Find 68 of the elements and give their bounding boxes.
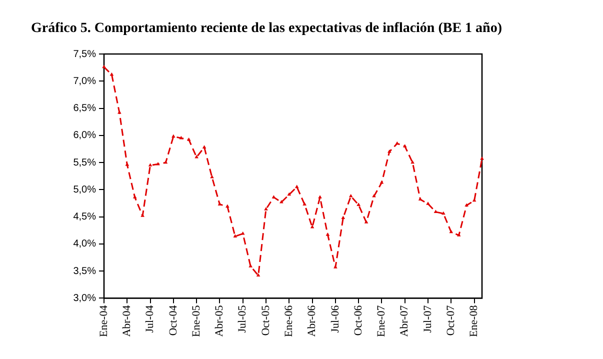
x-tick-label: Abr-07: [398, 304, 411, 337]
x-tick-label: Jul-05: [236, 304, 249, 333]
x-tick-label: Oct-06: [352, 304, 364, 336]
point: [449, 230, 454, 234]
point: [125, 162, 130, 166]
x-tick-label: Ene-07: [376, 304, 388, 337]
y-tick-label: 6,5%: [73, 103, 96, 114]
x-tick-label: Abr-05: [214, 304, 226, 337]
point: [294, 184, 299, 188]
point: [341, 216, 346, 220]
point: [172, 134, 176, 138]
point: [388, 149, 392, 153]
point: [272, 195, 276, 198]
point: [395, 141, 400, 145]
x-tick-label: Ene-08: [468, 304, 480, 337]
x-tick-label: Oct-04: [167, 304, 180, 336]
y-tick-label: 6,0%: [73, 130, 96, 142]
point: [326, 232, 330, 236]
x-tick-label: Ene-04: [98, 304, 110, 337]
point: [356, 202, 360, 206]
y-tick-label: 7,0%: [73, 76, 96, 87]
y-tick-label: 3,0%: [73, 292, 96, 304]
x-tick-label: Jul-06: [329, 304, 342, 333]
x-tick-label: Abr-04: [121, 304, 134, 337]
point: [302, 202, 306, 206]
point: [148, 163, 152, 166]
point: [456, 233, 461, 236]
line-series: [102, 64, 484, 277]
chart-title: Gráfico 5. Comportamiento reciente de las expectativas de inflación (BE 1 año): [31, 21, 502, 37]
x-tick-label: Jul-04: [144, 304, 156, 333]
point: [264, 207, 268, 210]
point: [480, 156, 484, 160]
point: [464, 203, 468, 207]
point: [418, 197, 422, 201]
point: [380, 180, 384, 184]
point: [226, 204, 230, 208]
point: [202, 145, 206, 148]
point: [348, 194, 353, 198]
x-tick-label: Oct-05: [260, 304, 272, 336]
x-tick-label: Oct-07: [445, 304, 458, 336]
point: [372, 194, 376, 198]
point: [164, 160, 168, 164]
x-tick-label: Ene-05: [190, 304, 202, 337]
point: [210, 175, 214, 178]
y-tick-label: 7,5%: [73, 48, 96, 60]
point: [218, 202, 222, 206]
point: [186, 138, 191, 141]
point: [280, 200, 284, 204]
point: [132, 195, 137, 198]
y-tick-label: 5,0%: [73, 184, 96, 196]
point: [140, 214, 144, 217]
y-tick-label: 4,0%: [73, 238, 96, 250]
point: [364, 220, 368, 224]
point: [156, 162, 160, 166]
y-tick-label: 4,5%: [73, 212, 96, 223]
point: [233, 234, 238, 238]
x-tick-label: Jul-07: [422, 304, 434, 333]
point: [318, 195, 322, 198]
point: [256, 273, 260, 277]
point: [110, 72, 114, 76]
point: [248, 264, 252, 268]
point: [472, 198, 476, 202]
point: [402, 144, 407, 148]
y-tick-label: 5,5%: [73, 157, 96, 168]
x-tick-label: Abr-06: [306, 304, 318, 337]
y-tick-label: 3,5%: [73, 266, 96, 277]
x-tick-label: Ene-06: [283, 304, 296, 337]
point: [426, 202, 430, 205]
